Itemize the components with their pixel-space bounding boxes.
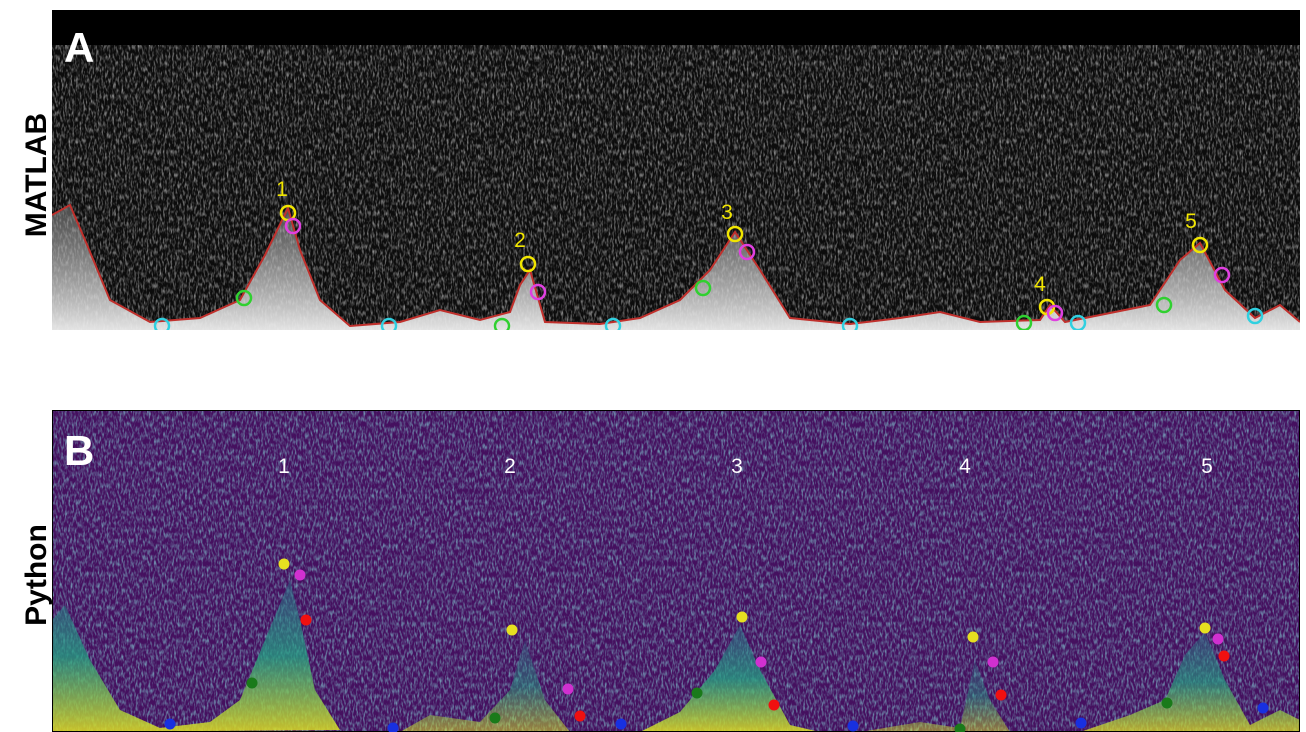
peak-label: 4: [959, 455, 971, 478]
peak-label: 1: [276, 178, 288, 201]
peak-label: 3: [721, 201, 733, 224]
peak-label: 5: [1201, 455, 1213, 478]
peak-label: 4: [1034, 273, 1046, 296]
peak-label: 3: [731, 455, 743, 478]
figure: A MATLAB 1 2 3 4 5 B Python 1 2 3 4 5: [0, 0, 1306, 732]
peak-label: 1: [278, 455, 290, 478]
panel-letter: B: [64, 427, 94, 474]
panel-b: [52, 410, 1300, 732]
panel-letter: A: [64, 24, 94, 71]
side-label: Python: [20, 524, 53, 626]
panel-a: [52, 10, 1300, 333]
peak-label: 5: [1185, 210, 1197, 233]
side-label: MATLAB: [20, 113, 53, 237]
peak-label: 2: [504, 455, 516, 478]
peak-label: 2: [514, 229, 526, 252]
